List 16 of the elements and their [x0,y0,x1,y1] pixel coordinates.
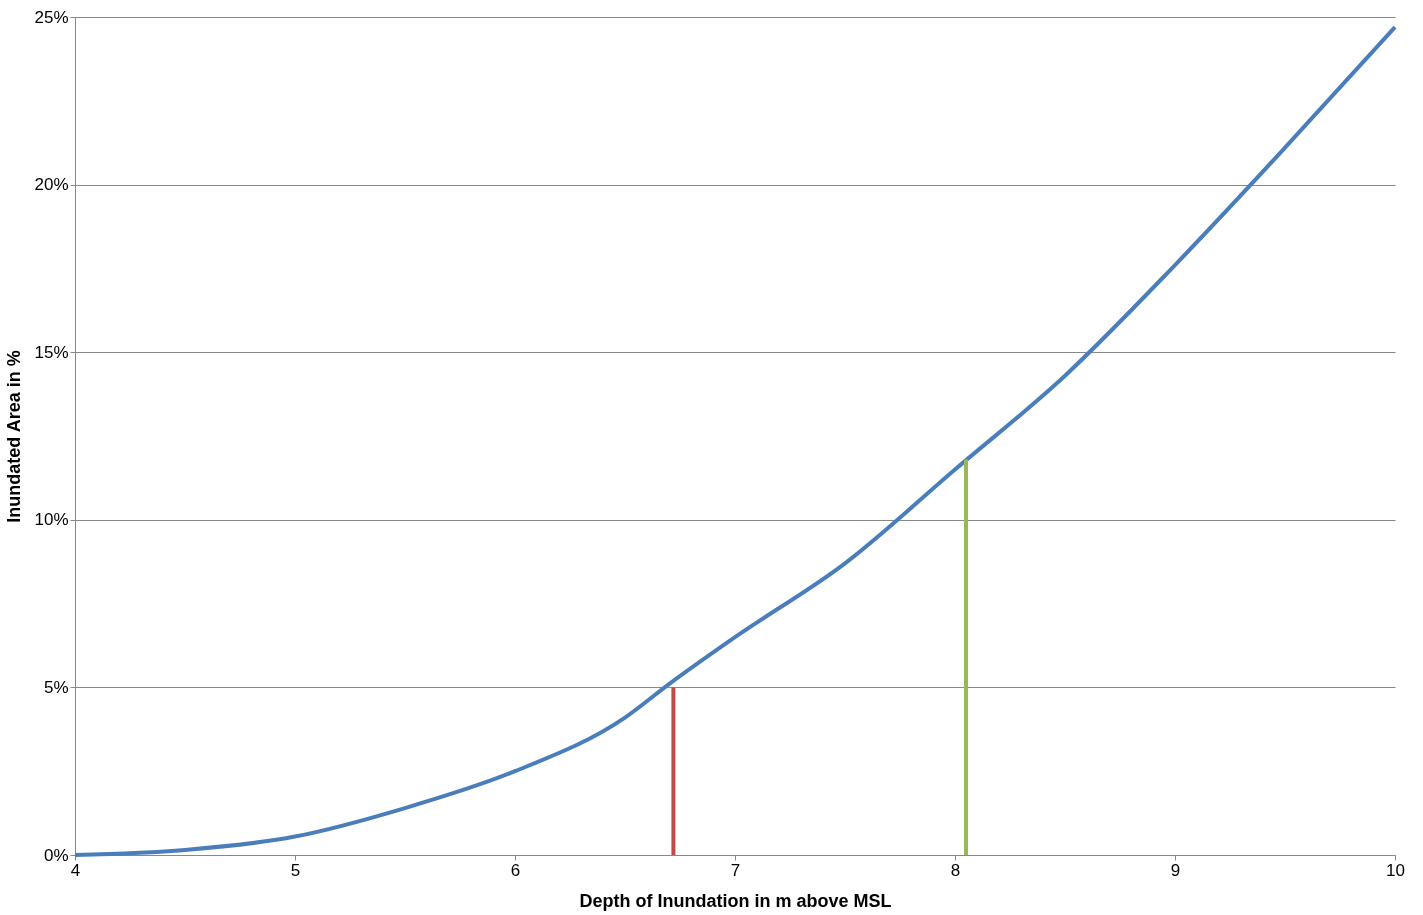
y-axis-title: Inundated Area in % [4,350,25,523]
x-tick-label: 10 [1386,860,1405,880]
y-tick-label: 5% [43,677,69,697]
x-tick-label: 6 [510,860,521,880]
x-axis-title: Depth of Inundation in m above MSL [579,890,892,911]
line-series [73,25,1397,857]
y-tick-label: 10% [34,510,69,530]
x-tick-label: 8 [950,860,961,880]
y-tick-label: 15% [34,342,69,362]
x-tick-label: 7 [730,860,741,880]
y-tick-label: 20% [34,175,69,195]
x-tick-label: 4 [70,860,81,880]
x-tick-label: 5 [290,860,301,880]
y-tick-label: 25% [34,7,69,27]
x-tick-label: 9 [1170,860,1181,880]
y-tick-label: 0% [43,845,69,865]
